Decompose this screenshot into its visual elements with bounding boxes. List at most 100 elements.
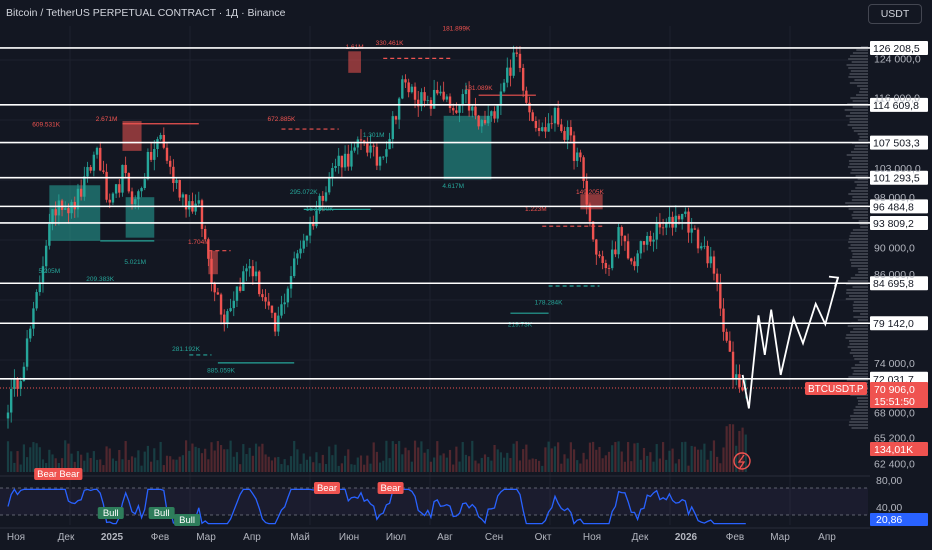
volume-bar	[13, 462, 16, 472]
volume-bar	[242, 444, 245, 472]
volume-bar	[372, 442, 375, 472]
bear-signal-tag	[34, 468, 61, 480]
candle-body	[92, 154, 96, 171]
volume-profile-bar	[850, 70, 868, 72]
candles	[6, 45, 747, 429]
volume-bar	[493, 444, 496, 472]
candle-body	[553, 107, 557, 124]
candle-body	[715, 273, 719, 284]
volume-bar	[658, 458, 661, 472]
candle-body	[541, 127, 544, 131]
volume-profile-bar	[852, 304, 868, 306]
volume-bar	[248, 447, 251, 472]
volume-profile-bar	[851, 349, 868, 351]
candle-body	[134, 199, 137, 205]
volume-bar	[321, 454, 324, 472]
candle-body	[318, 195, 321, 211]
volume-bar	[588, 442, 592, 472]
volume-profile-bar	[851, 265, 868, 267]
volume-bar	[57, 462, 60, 472]
volume-annotation: 885.059K	[207, 368, 235, 375]
candle-body	[636, 253, 639, 267]
candle-body	[105, 171, 108, 200]
candle-body	[261, 294, 264, 298]
volume-profile-bar	[851, 262, 868, 264]
volume-bar	[80, 454, 83, 472]
volume-bar	[229, 440, 232, 472]
volume-bar	[693, 446, 696, 472]
price-axis-label: 65 200,0	[874, 433, 915, 445]
rsi-line	[7, 488, 746, 525]
volume-bar	[239, 464, 242, 472]
bear-signal-label: Bear	[37, 469, 57, 480]
candle-body	[114, 184, 118, 194]
volume-bar	[426, 449, 429, 472]
candle-body	[490, 111, 493, 116]
candle-body	[614, 249, 617, 255]
level-price-label: 96 484,8	[873, 201, 914, 213]
price-axis-label: 68 000,0	[874, 408, 915, 420]
volume-profile-bar	[851, 250, 868, 252]
volume-profile-bar	[853, 130, 868, 132]
volume-profile-bar	[848, 76, 868, 78]
candle-body	[137, 191, 140, 200]
order-block	[208, 250, 218, 275]
candle-body	[506, 67, 509, 83]
candle-body	[674, 215, 677, 228]
volume-profile-bar	[850, 244, 868, 246]
candle-body	[639, 241, 643, 254]
volume-bar	[328, 446, 331, 472]
volume-annotation: 4.617M	[442, 183, 464, 190]
order-block	[125, 197, 155, 238]
horizontal-levels[interactable]	[0, 47, 870, 389]
volume-bar	[423, 452, 426, 472]
candle-body	[401, 79, 404, 99]
candle-body	[544, 127, 547, 132]
volume-profile-bar	[852, 217, 868, 219]
volume-bar	[652, 461, 655, 472]
volume-bar	[67, 443, 70, 472]
chart-title: Bitcoin / TetherUS PERPETUAL CONTRACT · …	[6, 7, 286, 19]
volume-bar	[143, 451, 146, 472]
candle-body	[690, 228, 693, 233]
candle-body	[604, 262, 608, 269]
volume-annotation: 5.205M	[38, 268, 60, 275]
volume-bar	[509, 458, 512, 472]
volume-annotation: 281.192K	[172, 346, 200, 353]
volume-bar	[388, 458, 391, 472]
candle-body	[515, 52, 518, 54]
volume-bar	[289, 456, 293, 472]
price-axis-label: 116 000,0	[874, 93, 920, 105]
volume-bar	[677, 459, 681, 472]
time-axis[interactable]: Ноя Дек 2025 Фев Мар Апр Май Июн Июл Авг Сен Окт Ноя…	[0, 527, 870, 543]
volume-bar	[64, 440, 67, 472]
volume-bar	[41, 459, 45, 472]
candle-body	[712, 256, 716, 274]
candle-body	[626, 241, 630, 259]
volume-bar	[137, 450, 140, 472]
volume-bar	[719, 463, 722, 472]
price-axis-label: 74 000,0	[874, 358, 915, 370]
volume-annotation: 1.301M	[363, 132, 385, 139]
candle-body	[665, 222, 668, 228]
volume-bar	[51, 454, 54, 472]
candle-body	[194, 203, 197, 212]
volume-annotation: 2.671M	[96, 116, 118, 123]
volume-bar	[277, 456, 280, 472]
candle-body	[677, 215, 681, 220]
candle-body	[372, 145, 375, 147]
time-axis-label: Ноя	[7, 532, 25, 543]
price-axis[interactable]: 126 208,5 114 609,8 107 503,3 101 293,5 96 4…	[805, 40, 928, 470]
candle-body	[203, 228, 207, 240]
candle-body	[86, 167, 89, 177]
price-axis-label: 103 000,0	[874, 163, 921, 175]
volume-bar	[153, 448, 156, 472]
volume-bar	[274, 457, 277, 472]
volume-bar	[216, 441, 219, 472]
volume-bar	[398, 441, 401, 472]
volume-bar	[620, 451, 623, 472]
currency-button[interactable]: USDT	[868, 4, 922, 24]
volume-profile-bar	[848, 193, 868, 195]
